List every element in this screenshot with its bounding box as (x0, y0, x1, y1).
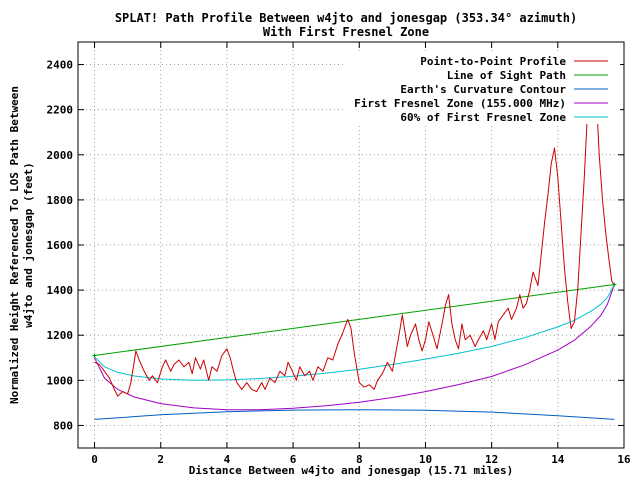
legend-label: Point-to-Point Profile (420, 55, 566, 68)
legend-label: Earth's Curvature Contour (400, 83, 566, 96)
legend-label: First Fresnel Zone (155.000 MHz) (354, 97, 566, 110)
series-line-earth-s-curvature-contour (94, 409, 615, 420)
y-tick-label: 1400 (47, 284, 74, 297)
series-line-60-of-first-fresnel-zone (94, 284, 615, 381)
axis-ticks: 0 2 4 6 8 10 12 14 16 800 1000 1200 1400 1600 1800 2000… (47, 42, 631, 466)
x-tick-label: 6 (290, 453, 297, 466)
x-tick-label: 16 (617, 453, 631, 466)
endpoint-marker (92, 353, 97, 358)
x-tick-label: 14 (551, 453, 565, 466)
y-tick-label: 2200 (47, 104, 74, 117)
legend-label: 60% of First Fresnel Zone (400, 111, 566, 124)
series-lines (92, 55, 617, 420)
endpoint-marker (612, 282, 617, 287)
y-tick-label: 1600 (47, 239, 74, 252)
x-tick-label: 2 (157, 453, 164, 466)
y-tick-label: 2000 (47, 149, 74, 162)
chart-title-line-1: SPLAT! Path Profile Between w4jto and jo… (115, 11, 577, 25)
y-tick-label: 2400 (47, 59, 74, 72)
y-tick-label: 1200 (47, 329, 74, 342)
x-tick-label: 10 (419, 453, 432, 466)
x-tick-label: 12 (485, 453, 498, 466)
y-tick-label: 800 (53, 419, 73, 432)
legend-label: Line of Sight Path (447, 69, 566, 82)
chart-title: SPLAT! Path Profile Between w4jto and jo… (115, 11, 577, 39)
y-axis-label-line-1: Normalized Height Referenced To LOS Path… (8, 86, 21, 404)
series-line-point-to-point-profile (94, 55, 615, 397)
x-axis-label: Distance Between w4jto and jonesgap (15.… (189, 464, 514, 477)
y-axis-label-line-2: w4jto and jonesgap (feet) (22, 162, 35, 328)
series-line-first-fresnel-zone-155-000-mhz (94, 284, 615, 411)
x-tick-label: 0 (91, 453, 98, 466)
y-tick-label: 1800 (47, 194, 74, 207)
y-tick-label: 1000 (47, 374, 74, 387)
x-tick-label: 8 (356, 453, 363, 466)
y-axis-label: Normalized Height Referenced To LOS Path… (8, 86, 35, 404)
x-tick-label: 4 (224, 453, 231, 466)
chart-title-line-2: With First Fresnel Zone (263, 25, 429, 39)
series-line-line-of-sight-path (94, 284, 615, 356)
